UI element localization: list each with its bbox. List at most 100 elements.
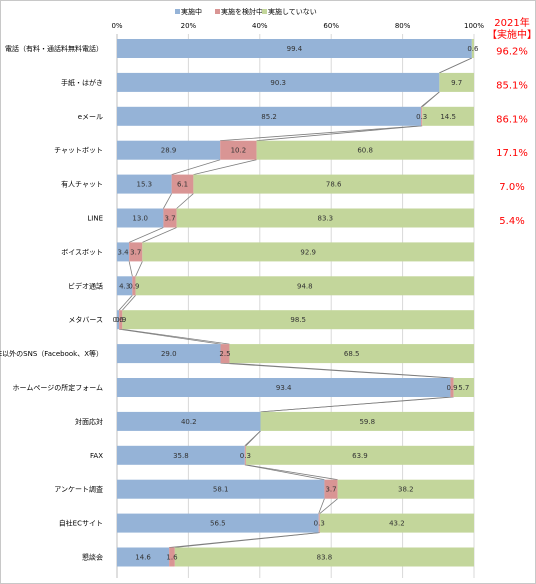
data-label: 56.5 [210,520,226,528]
category-label: eメール [78,113,103,121]
legend-label: 実施していない [268,7,317,16]
bar-segment [318,513,320,533]
bar-segment [119,310,123,330]
bar-segment [117,39,472,58]
category-label: 手紙・はがき [61,78,103,87]
bar-segment [245,445,474,465]
data-label: 0.6 [113,316,125,324]
x-tick-labels: 0% 20% 40% 60% 80% 100% [111,22,484,30]
data-label: 0.3 [240,452,251,460]
bar-segment [117,106,422,126]
side-note-value: 5.4% [499,216,524,227]
bar-segment [319,513,474,533]
data-label: 6.1 [177,181,188,189]
data-label: 94.8 [297,282,313,290]
bar-segment [117,208,164,228]
legend-swatch [215,9,220,14]
bar-segment [117,344,221,364]
connector-line [163,193,172,209]
side-note-header: 【実施中】 [487,28,536,41]
category-label: ホームページの所定フォーム [13,383,103,392]
side-note-value: 86.1% [496,114,528,125]
data-label: 5.7 [458,384,469,392]
data-label: 40.2 [181,418,197,426]
bar-segment [450,378,454,397]
data-label: 4.3 [119,282,130,290]
connector-line [135,261,143,277]
legend-swatch [262,9,267,14]
x-tick-label: 0% [111,22,122,30]
bar-segment [193,174,474,194]
bar-segment [142,242,475,262]
data-label: 85.2 [261,113,277,121]
data-label: 9.7 [451,79,462,87]
connector-line [229,362,454,379]
connector-line [193,159,257,175]
connector-line [421,91,440,108]
connector-line [244,464,325,481]
bar-segment [117,276,133,296]
data-label: 78.6 [326,181,342,189]
bar-segment [337,479,474,499]
bar-segment [117,242,130,262]
bar-segment [220,344,230,364]
side-note-header: 2021年 [494,16,529,29]
connector-line [256,125,423,142]
data-label: 3.7 [164,215,175,223]
connector-line [128,261,133,277]
category-label: 懇談会 [82,553,103,562]
bar-segment [117,479,325,499]
data-label: 59.8 [359,418,375,426]
category-label: アンケート調査 [54,485,103,494]
bar-segment [176,208,474,228]
category-label: ビデオ通話 [68,281,103,290]
data-label: 0.9 [115,316,126,324]
bar-segment [129,242,143,262]
legend-swatch [175,9,180,14]
data-label: 92.9 [300,248,316,256]
data-label: 15.3 [137,181,153,189]
connector-line [220,125,422,142]
x-tick-label: 80% [395,22,411,30]
connector-line [176,193,194,209]
data-label: 90.3 [270,79,286,87]
connector-line [128,227,164,243]
data-label: 60.8 [357,147,373,155]
data-label: 2.5 [219,350,230,358]
bar-segment [122,310,474,330]
bar-segment [117,310,120,330]
bar-segment [132,276,136,296]
category-label: LINE [87,215,103,223]
data-labels: 99.4 0.6 90.3 9.7 85.2 0.3 14.5 28.9 10.2 60.8 15.… [113,45,480,562]
category-label: FAX [90,452,103,460]
data-label: 99.4 [287,45,303,53]
data-label: 68.5 [344,350,360,358]
category-label: 自社ECサイト [59,519,103,528]
data-label: 0.3 [416,113,427,121]
bar-segment [260,411,474,431]
side-note-value: 17.1% [496,148,528,159]
bar-segment [229,344,474,364]
bar-segment [163,208,177,228]
bars [117,39,475,567]
bar-segment [117,513,319,533]
side-note: 2021年【実施中】 96.2% 85.1% 86.1% 17.1% 7.0% 5.4% [487,16,536,227]
bar-segment [422,106,474,126]
bar-segment [439,72,474,92]
connector-line [142,227,177,243]
x-tick-label: 60% [323,22,339,30]
data-label: 58.1 [213,486,229,494]
category-label: ボイスボット [61,248,103,256]
bar-segment [117,411,261,431]
category-label: 有人チャット [61,180,103,189]
data-label: 0.6 [467,45,479,53]
data-label: 3.7 [325,486,336,494]
category-label: チャットボット [54,147,103,155]
side-note-value: 96.2% [496,47,528,58]
bar-segment [171,174,194,194]
bar-segment [220,140,257,160]
data-label: 98.5 [290,316,306,324]
bar-segment [324,479,338,499]
